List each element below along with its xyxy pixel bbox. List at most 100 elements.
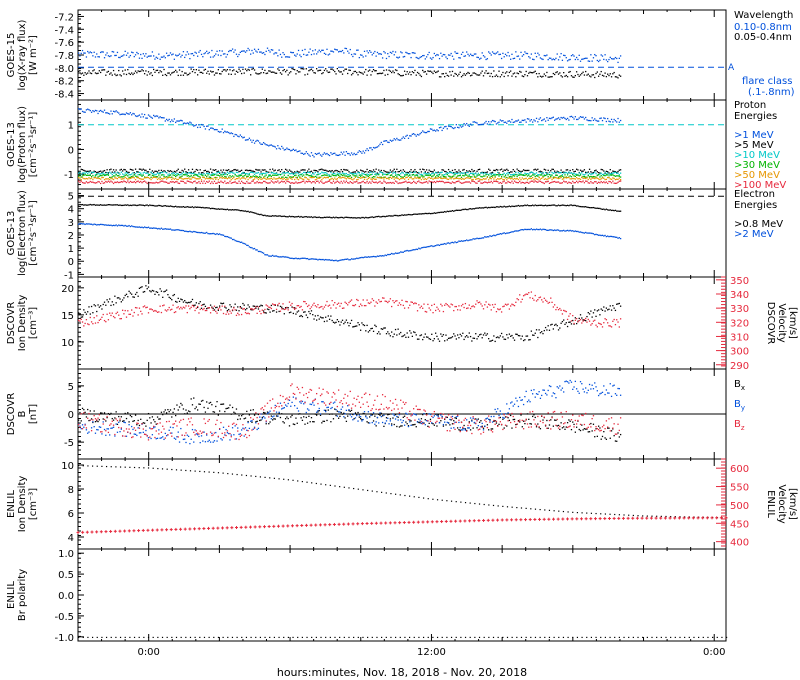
data-point — [594, 53, 596, 56]
data-point — [301, 216, 304, 218]
data-point — [609, 173, 611, 175]
data-point — [572, 204, 574, 207]
data-point — [361, 181, 363, 183]
data-point — [394, 252, 397, 254]
data-point — [544, 204, 547, 206]
data-point — [235, 70, 238, 72]
data-point — [212, 56, 214, 58]
data-point — [595, 315, 597, 318]
data-point — [427, 70, 429, 72]
data-point — [185, 182, 187, 184]
data-point — [618, 174, 620, 176]
data-point — [570, 204, 573, 206]
data-point — [406, 174, 408, 176]
data-point — [585, 70, 587, 73]
data-point — [235, 171, 238, 173]
data-point — [553, 170, 556, 172]
data-point — [379, 180, 381, 183]
data-point — [459, 177, 461, 180]
data-point — [177, 120, 179, 122]
data-point — [259, 305, 261, 308]
data-point — [444, 170, 446, 173]
data-point — [286, 56, 288, 58]
data-point — [296, 311, 298, 313]
data-point — [218, 181, 221, 184]
data-point — [546, 172, 548, 174]
data-point — [294, 216, 296, 218]
data-point — [147, 171, 150, 173]
data-point — [145, 285, 147, 287]
data-point — [335, 178, 337, 181]
data-point — [106, 173, 108, 176]
data-point — [189, 171, 191, 174]
data-point — [353, 258, 355, 260]
data-point — [357, 151, 359, 154]
data-point — [171, 119, 173, 121]
data-point — [180, 229, 182, 232]
data-point — [103, 224, 106, 226]
data-point — [246, 175, 248, 178]
data-point — [303, 68, 305, 70]
data-point — [296, 216, 298, 218]
data-point — [603, 174, 605, 177]
data-point — [345, 169, 348, 171]
data-point — [401, 251, 403, 253]
data-point — [235, 240, 238, 242]
data-point — [469, 177, 472, 179]
data-point — [371, 149, 373, 151]
data-point — [217, 233, 219, 236]
data-point — [596, 59, 598, 62]
data-point — [141, 182, 143, 184]
data-point — [581, 172, 583, 174]
data-point — [431, 245, 433, 247]
data-point — [250, 169, 252, 172]
data-point — [596, 177, 598, 179]
data-point — [455, 73, 457, 76]
data-point — [599, 73, 601, 75]
data-point — [200, 307, 203, 309]
y-tick-label: -8.2 — [54, 77, 74, 88]
data-point — [151, 170, 154, 172]
data-point — [155, 181, 157, 183]
data-point — [383, 69, 385, 72]
y-axis-label-line: GOES-13 — [6, 122, 17, 167]
data-point — [327, 315, 329, 317]
data-point — [88, 171, 90, 173]
data-point — [372, 181, 375, 183]
data-point — [142, 291, 144, 293]
data-point — [124, 174, 126, 176]
data-point — [253, 142, 256, 144]
data-point — [451, 175, 454, 178]
data-point — [89, 173, 91, 175]
data-point — [190, 206, 192, 208]
data-point — [353, 217, 355, 219]
data-point — [262, 177, 265, 179]
series-ion-density — [78, 285, 622, 343]
data-point — [331, 173, 333, 175]
data-point — [354, 153, 357, 156]
data-point — [206, 307, 208, 310]
data-point — [376, 215, 379, 218]
data-point — [129, 292, 132, 294]
data-point — [143, 73, 146, 75]
data-point — [341, 49, 344, 52]
data-point — [343, 151, 345, 153]
data-point — [131, 169, 133, 171]
data-point — [524, 74, 526, 76]
data-point — [198, 124, 200, 126]
data-point — [221, 181, 223, 183]
data-point — [424, 172, 426, 174]
data-point — [290, 150, 292, 152]
data-point — [230, 170, 232, 172]
data-point — [464, 208, 467, 210]
data-point — [125, 112, 128, 114]
data-point — [319, 217, 322, 219]
data-point — [441, 180, 443, 183]
data-point — [603, 208, 605, 210]
y-axis-label-line: GOES-13 — [6, 211, 17, 256]
data-point — [286, 169, 288, 171]
data-point — [221, 208, 223, 210]
data-point — [370, 173, 372, 176]
data-point — [198, 51, 200, 53]
